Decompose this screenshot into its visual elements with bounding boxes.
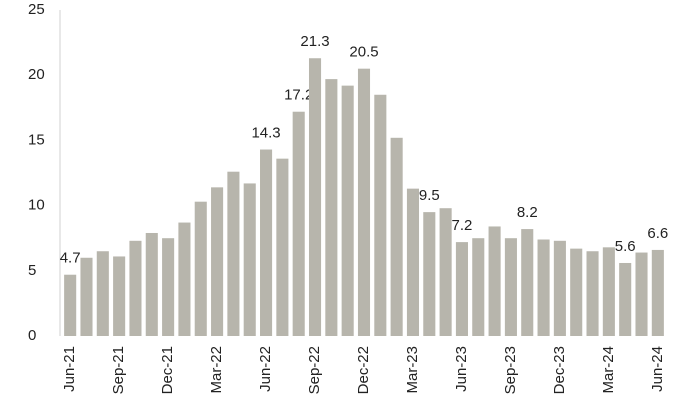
y-tick-label: 15 xyxy=(28,131,45,148)
y-tick-label: 0 xyxy=(28,327,36,344)
bar xyxy=(537,239,550,336)
value-label: 20.5 xyxy=(349,44,378,61)
y-tick-label: 25 xyxy=(28,1,45,18)
bar xyxy=(325,79,338,336)
x-tick-label: Sep-23 xyxy=(502,346,519,394)
bar xyxy=(521,229,534,336)
x-tick-label: Mar-22 xyxy=(208,346,225,394)
bar xyxy=(145,232,158,336)
x-tick-label: Dec-23 xyxy=(551,346,568,394)
bar xyxy=(129,240,142,336)
bar xyxy=(194,201,207,336)
bar xyxy=(292,111,305,336)
x-tick-label: Dec-21 xyxy=(159,346,176,394)
y-tick-label: 5 xyxy=(28,262,36,279)
value-label: 5.6 xyxy=(615,238,636,255)
bar xyxy=(586,251,599,336)
x-tick-label: Dec-22 xyxy=(355,346,372,394)
bar xyxy=(390,137,403,336)
bar xyxy=(651,249,664,336)
bar xyxy=(96,251,109,336)
y-tick-label: 10 xyxy=(28,197,45,214)
bar xyxy=(341,85,354,336)
bar xyxy=(243,183,256,336)
bar xyxy=(64,274,77,336)
bar xyxy=(276,158,289,336)
value-label: 8.2 xyxy=(517,204,538,221)
x-tick-label: Mar-24 xyxy=(600,346,617,394)
bar xyxy=(472,238,485,336)
bar xyxy=(308,58,322,337)
value-label: 17.2 xyxy=(284,87,313,104)
value-label: 6.6 xyxy=(647,225,668,242)
bar xyxy=(374,94,387,336)
bar xyxy=(406,188,420,336)
bar xyxy=(439,208,452,336)
bar xyxy=(619,262,632,336)
value-label: 4.7 xyxy=(60,250,81,267)
bar xyxy=(211,187,224,336)
value-label: 9.5 xyxy=(419,187,440,204)
x-tick-label: Jun-23 xyxy=(453,346,470,392)
x-tick-label: Jun-24 xyxy=(649,346,666,392)
y-tick-label: 20 xyxy=(28,66,45,83)
x-tick-label: Mar-23 xyxy=(404,346,421,394)
value-label: 14.3 xyxy=(251,124,280,141)
bar xyxy=(553,240,566,336)
bar xyxy=(260,149,273,336)
bar xyxy=(570,248,583,336)
bar xyxy=(178,222,191,336)
bar xyxy=(488,226,501,336)
bar xyxy=(455,242,468,336)
bar xyxy=(602,247,615,336)
bar xyxy=(423,212,436,336)
x-tick-label: Jun-21 xyxy=(61,346,78,392)
x-tick-label: Sep-22 xyxy=(306,346,323,394)
value-label: 7.2 xyxy=(452,217,473,234)
value-label: 21.3 xyxy=(300,33,329,50)
bar xyxy=(113,256,126,336)
x-tick-label: Jun-22 xyxy=(257,346,274,392)
bar xyxy=(504,238,517,336)
bar xyxy=(357,68,371,337)
x-tick-label: Sep-21 xyxy=(110,346,127,394)
bar xyxy=(162,238,175,336)
bar xyxy=(227,171,240,336)
bar xyxy=(80,257,93,336)
bar xyxy=(635,252,648,336)
